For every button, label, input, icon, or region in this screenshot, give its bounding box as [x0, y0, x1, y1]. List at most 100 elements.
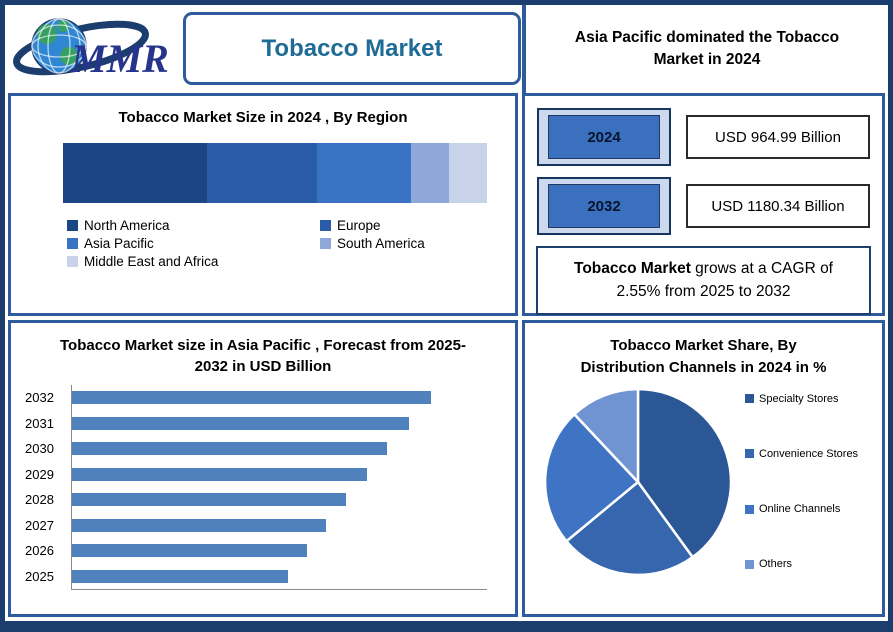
region-bar-segment-3 — [410, 143, 449, 203]
region-bar-segment-1 — [207, 143, 318, 203]
share-legend: Specialty Stores Convenience Stores Online… — [745, 393, 858, 571]
forecast-year-label: 2026 — [25, 543, 54, 559]
legend-swatch-icon — [67, 220, 78, 231]
region-panel-title: Tobacco Market Size in 2024 , By Region — [118, 109, 408, 126]
region-bar-segment-2 — [317, 143, 411, 203]
forecast-bar-track — [71, 436, 487, 462]
logo-text: MMR — [70, 36, 169, 81]
share-panel-title: Tobacco Market Share, By Distribution Ch… — [580, 337, 827, 376]
forecast-year-label: 2028 — [25, 492, 54, 508]
forecast-year-label: 2031 — [25, 415, 54, 431]
headline-text: Asia Pacific dominated the Tobacco Marke… — [574, 28, 840, 68]
region-legend-item-2: Asia Pacific — [67, 236, 320, 251]
forecast-bar — [72, 569, 289, 583]
year-badge-2032: 2032 — [537, 177, 671, 235]
region-bar-segment-4 — [448, 143, 487, 203]
legend-swatch-icon — [67, 256, 78, 267]
forecast-bar-track — [71, 410, 487, 436]
forecast-row-2028: 2028 — [25, 487, 487, 513]
legend-label: Asia Pacific — [84, 236, 154, 251]
forecast-row-2025: 2025 — [25, 563, 487, 589]
legend-label: South America — [337, 236, 425, 251]
stat-row-2032: 2032 USD 1180.34 Billion — [537, 177, 870, 235]
forecast-row-2030: 2030 — [25, 436, 487, 462]
forecast-year-label: 2032 — [25, 390, 54, 406]
legend-label: Others — [759, 558, 793, 571]
cagr-text: grows at a CAGR of 2.55% from 2025 to 20… — [616, 260, 833, 301]
region-legend-item-0: North America — [67, 218, 320, 233]
share-chart-area: Specialty Stores Convenience Stores Online… — [537, 381, 874, 583]
forecast-bar-track — [71, 538, 487, 564]
value-2032: USD 1180.34 Billion — [686, 184, 870, 228]
year-label: 2024 — [548, 115, 660, 159]
forecast-bar-track — [71, 461, 487, 487]
mmr-logo-graphic: MMR — [13, 18, 169, 81]
globe-meridians — [31, 18, 87, 74]
legend-swatch-icon — [745, 449, 754, 459]
legend-label: Middle East and Africa — [84, 254, 219, 269]
pie-slice-2 — [543, 411, 640, 543]
pie-slice-0 — [636, 387, 733, 559]
forecast-row-2026: 2026 — [25, 538, 487, 564]
region-legend: North America Europe Asia Pacific South Ame… — [67, 218, 515, 269]
forecast-bar — [72, 493, 347, 507]
legend-label: North America — [84, 218, 170, 233]
forecast-chart: 2032 2031 2030 2029 2028 2027 2026 2025 — [25, 385, 487, 589]
region-size-panel: Tobacco Market Size in 2024 , By Region … — [8, 93, 518, 316]
legend-swatch-icon — [320, 220, 331, 231]
forecast-row-2027: 2027 — [25, 512, 487, 538]
forecast-bar-track — [71, 385, 487, 411]
forecast-bar — [72, 416, 409, 430]
mmr-logo: MMR — [11, 8, 177, 90]
share-legend-item-0: Specialty Stores — [745, 393, 858, 405]
year-badge-2024: 2024 — [537, 108, 671, 166]
forecast-year-label: 2025 — [25, 568, 54, 584]
market-value-panel: 2024 USD 964.99 Billion 2032 USD 1180.34… — [522, 93, 885, 316]
region-legend-item-3: South America — [320, 236, 515, 251]
forecast-row-2029: 2029 — [25, 461, 487, 487]
stat-row-2024: 2024 USD 964.99 Billion — [537, 108, 870, 166]
legend-label: Specialty Stores — [759, 392, 839, 405]
forecast-bar — [72, 518, 327, 532]
forecast-bar-track — [71, 563, 487, 589]
forecast-row-2031: 2031 — [25, 410, 487, 436]
value-2024: USD 964.99 Billion — [686, 115, 870, 159]
legend-swatch-icon — [67, 238, 78, 249]
report-title: Tobacco Market — [261, 34, 443, 62]
share-panel: Tobacco Market Share, By Distribution Ch… — [522, 320, 885, 617]
region-legend-item-1: Europe — [320, 218, 515, 233]
legend-swatch-icon — [320, 238, 331, 249]
region-bar-segment-0 — [63, 143, 208, 203]
cagr-subject: Tobacco Market — [574, 260, 691, 277]
forecast-year-label: 2030 — [25, 441, 54, 457]
forecast-panel-title: Tobacco Market size in Asia Pacific , Fo… — [60, 337, 466, 375]
share-pie — [543, 387, 733, 576]
legend-label: Europe — [337, 218, 381, 233]
share-legend-item-1: Convenience Stores — [745, 448, 858, 460]
forecast-bar — [72, 442, 388, 456]
forecast-year-label: 2027 — [25, 517, 54, 533]
report-title-box: Tobacco Market — [183, 12, 521, 85]
legend-swatch-icon — [745, 559, 754, 569]
region-legend-item-4: Middle East and Africa — [67, 254, 320, 269]
pie-slice-1 — [564, 479, 695, 576]
region-stacked-bar — [63, 143, 487, 203]
forecast-bar — [72, 544, 308, 558]
share-legend-item-3: Others — [745, 558, 858, 570]
share-legend-item-2: Online Channels — [745, 503, 858, 515]
legend-label: Convenience Stores — [759, 447, 859, 460]
forecast-bar-track — [71, 512, 487, 538]
forecast-bar-track — [71, 487, 487, 513]
headline-section: Asia Pacific dominated the Tobacco Marke… — [522, 5, 888, 93]
legend-swatch-icon — [745, 504, 754, 514]
forecast-year-label: 2029 — [25, 466, 54, 482]
forecast-panel: Tobacco Market size in Asia Pacific , Fo… — [8, 320, 518, 617]
cagr-statement: Tobacco Market grows at a CAGR of 2.55% … — [536, 246, 871, 315]
legend-swatch-icon — [745, 394, 754, 403]
forecast-row-2032: 2032 — [25, 385, 487, 411]
forecast-bar — [72, 391, 431, 405]
pie-slice-3 — [572, 387, 640, 485]
year-label: 2032 — [548, 184, 660, 228]
forecast-bar — [72, 467, 367, 481]
